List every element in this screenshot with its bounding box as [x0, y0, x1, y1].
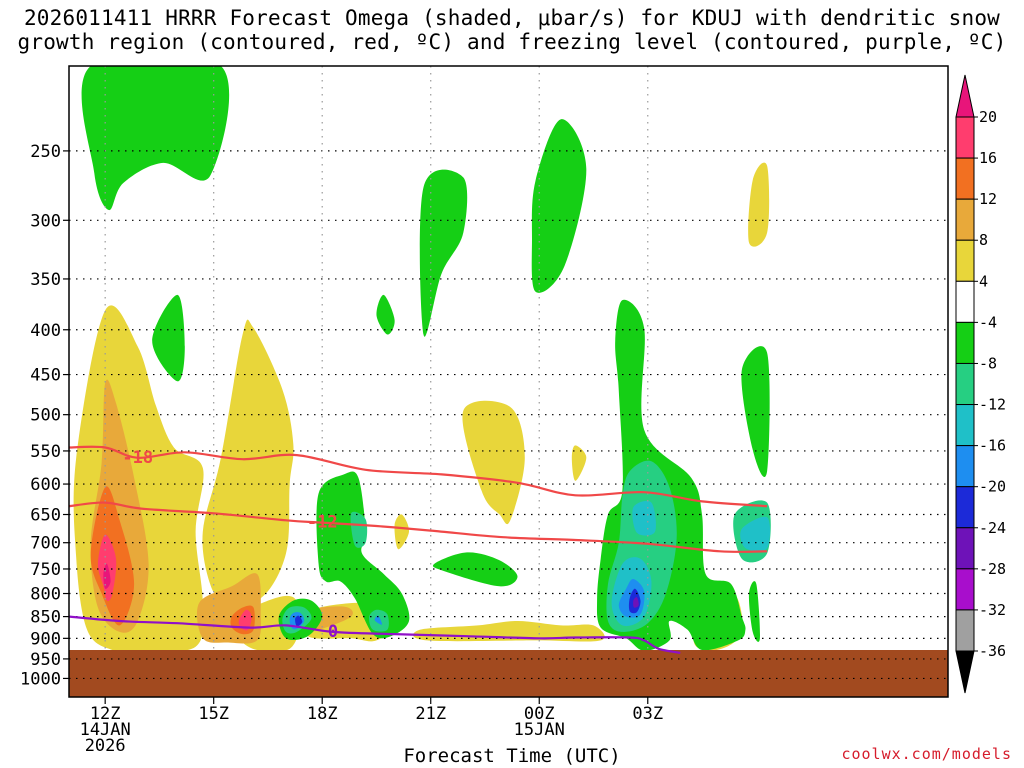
colorbar-bottom-arrow	[955, 650, 975, 694]
colorbar-swatch-11	[955, 568, 975, 611]
omega-region-37	[741, 346, 770, 477]
x-tick-label-15Z: 15Z	[198, 704, 229, 724]
omega-region-32	[295, 615, 303, 627]
contour-label-0: 0	[328, 622, 338, 642]
colorbar-swatch-2	[955, 198, 975, 241]
omega-region-34	[374, 615, 382, 625]
colorbar-label-4: 4	[979, 272, 988, 290]
omega-region-22	[238, 609, 252, 631]
x-tick-label-03Z: 03Z	[632, 704, 663, 724]
omega-region-41	[632, 500, 656, 536]
x-tick-label-18Z: 18Z	[307, 704, 338, 724]
y-tick-label-650: 650	[30, 506, 61, 526]
colorbar-swatch-4	[955, 280, 975, 323]
colorbar-swatch-9	[955, 486, 975, 529]
omega-region-36	[748, 581, 760, 642]
colorbar-swatch-0	[955, 116, 975, 159]
colorbar-label-20: 20	[979, 108, 997, 126]
x-tick-label-00Z: 00Z	[524, 704, 555, 724]
y-tick-label-550: 550	[30, 442, 61, 462]
y-tick-label-750: 750	[30, 560, 61, 580]
omega-region-4	[531, 119, 587, 293]
colorbar-swatch-12	[955, 609, 975, 652]
ground-fill	[69, 649, 948, 697]
colorbar-label--28: -28	[979, 560, 1006, 578]
temperature-contours: -18 -12 0	[69, 445, 768, 654]
omega-region-27	[350, 511, 368, 548]
y-tick-label-1000: 1000	[20, 669, 61, 689]
y-tick-label-950: 950	[30, 650, 61, 670]
colorbar-swatch-7	[955, 404, 975, 447]
colorbar-label--4: -4	[979, 313, 997, 331]
colorbar-legend: 20 16 12 8 4 -4 -8 -12 -16 -20 -24 -28 -32 -36	[955, 74, 1006, 694]
omega-region-1	[152, 294, 185, 382]
colorbar-swatch-3	[955, 239, 975, 282]
omega-region-11	[571, 445, 587, 481]
omega-region-2	[376, 294, 395, 335]
y-tick-label-300: 300	[30, 211, 61, 231]
colorbar-swatch-5	[955, 321, 975, 364]
colorbar-label--8: -8	[979, 354, 997, 372]
colorbar-label--16: -16	[979, 437, 1006, 455]
contour-line--12	[69, 501, 768, 553]
colorbar-swatch-10	[955, 527, 975, 570]
colorbar-label-16: 16	[979, 149, 997, 167]
chart-title: 2026011411 HRRR Forecast Omega (shaded, …	[0, 6, 1024, 54]
chart-title-line1: 2026011411 HRRR Forecast Omega (shaded, …	[23, 6, 1001, 30]
pressure-axis: 2503003504004505005506006507007508008509…	[20, 142, 69, 689]
omega-region-0	[81, 66, 230, 211]
colorbar-label--36: -36	[979, 642, 1006, 660]
colorbar-swatch-6	[955, 362, 975, 406]
y-tick-label-600: 600	[30, 475, 61, 495]
y-tick-label-900: 900	[30, 629, 61, 649]
x-tick-label-14JAN: 14JAN	[80, 720, 131, 740]
colorbar-label--32: -32	[979, 601, 1006, 619]
plot-frame	[68, 65, 949, 698]
omega-region-9	[462, 400, 525, 525]
contour-label--18: -18	[122, 448, 153, 468]
colorbar-label-12: 12	[979, 190, 997, 208]
omega-shading	[73, 66, 771, 652]
colorbar-top-arrow	[955, 74, 975, 118]
chart-title-line2: growth region (contoured, red, ºC) and f…	[17, 30, 1007, 54]
x-tick-label-12Z: 12Z	[90, 704, 121, 724]
colorbar-label--12: -12	[979, 396, 1006, 414]
omega-region-8	[202, 319, 294, 603]
y-tick-label-500: 500	[30, 406, 61, 426]
omega-region-3	[419, 169, 468, 337]
y-tick-label-850: 850	[30, 608, 61, 628]
contour-line-0	[69, 615, 681, 654]
below-ground-area	[69, 649, 948, 697]
omega-region-45	[633, 597, 639, 608]
y-tick-label-250: 250	[30, 142, 61, 162]
colorbar-label-8: 8	[979, 231, 988, 249]
site-credit: coolwx.com/models	[841, 745, 1012, 763]
x-tick-label-21Z: 21Z	[415, 704, 446, 724]
grid-lines	[69, 66, 948, 697]
y-tick-label-350: 350	[30, 270, 61, 290]
contour-label--12: -12	[307, 513, 338, 533]
x-tick-label-15JAN: 15JAN	[514, 720, 565, 740]
y-tick-label-400: 400	[30, 321, 61, 341]
y-tick-label-450: 450	[30, 366, 61, 386]
x-axis-title: Forecast Time (UTC)	[403, 745, 621, 767]
omega-region-6	[748, 162, 770, 247]
colorbar-swatch-1	[955, 157, 975, 200]
colorbar-swatch-8	[955, 445, 975, 488]
colorbar-label--20: -20	[979, 478, 1006, 496]
y-tick-label-800: 800	[30, 585, 61, 605]
contour-line--18	[69, 445, 768, 508]
colorbar-label--24: -24	[979, 519, 1006, 537]
y-tick-label-700: 700	[30, 534, 61, 554]
omega-region-10	[394, 514, 410, 550]
x-tick-label-2026: 2026	[85, 736, 126, 756]
omega-region-26	[316, 471, 410, 639]
